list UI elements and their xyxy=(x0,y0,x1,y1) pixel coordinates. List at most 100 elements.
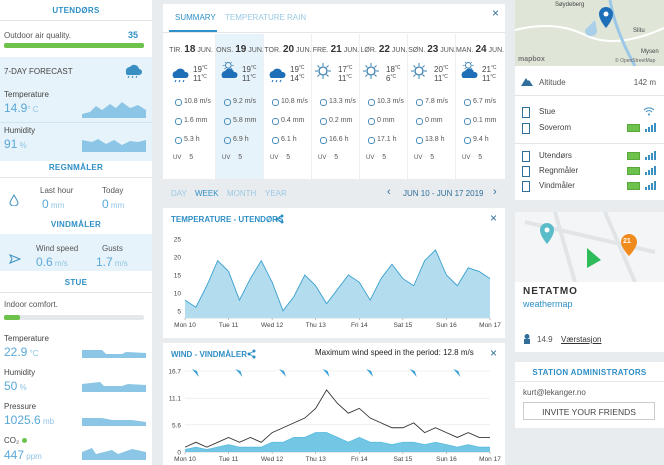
period-tab[interactable]: YEAR xyxy=(265,189,287,198)
value: 21 xyxy=(482,65,491,74)
battery xyxy=(627,167,640,175)
value: 14 xyxy=(290,74,299,83)
value: 14.9 xyxy=(537,335,553,344)
x-tick-label: Sun 16 xyxy=(436,456,457,463)
weekday: ONS. xyxy=(216,47,234,54)
unit: h xyxy=(244,136,249,143)
unit: °C xyxy=(490,74,496,80)
sun-value: 6.9 h xyxy=(233,136,249,143)
uv: UV 5 xyxy=(462,154,482,161)
value: 0.4 xyxy=(281,117,291,124)
low-temp: 11°C xyxy=(338,74,352,83)
rain-value: 0.2 mm xyxy=(329,117,352,124)
value: 11 xyxy=(338,74,347,83)
prev-button[interactable]: ‹ xyxy=(387,186,391,198)
y-tick-label: 16.7 xyxy=(168,369,181,376)
unit: UV xyxy=(173,155,182,161)
x-tick-label: Thu 13 xyxy=(306,322,327,329)
tab[interactable]: RAIN xyxy=(287,13,307,22)
unit: mm xyxy=(484,117,497,124)
value: 0 xyxy=(42,197,49,211)
label: 7-DAY FORECAST xyxy=(4,67,73,76)
value: 11 xyxy=(242,74,251,83)
unit: UV xyxy=(318,155,327,161)
divider xyxy=(163,32,505,33)
period-bar: ‹ JUN 10 - JUN 17 2019 › DAY WEEK MONTH YEA… xyxy=(163,183,505,203)
label: Outdoor air quality. xyxy=(4,31,71,40)
close-button[interactable]: × xyxy=(491,6,499,20)
wind-panel: WIND - VINDMÅLER × Maximum wind speed in t… xyxy=(163,343,505,465)
email: kurt@lekanger.no xyxy=(523,388,586,397)
unit: mb xyxy=(42,417,55,426)
sun-icon xyxy=(368,137,375,144)
station-panel: Søydeberg Slitu Mysen mapbox © OpenStree… xyxy=(515,0,664,200)
unit: m/s xyxy=(392,98,404,105)
value: 0 xyxy=(377,117,381,124)
next-button[interactable]: › xyxy=(493,186,497,198)
unit: h xyxy=(484,136,489,143)
wind-value: 10.8 m/s xyxy=(281,98,308,105)
x-tick-label: Tue 11 xyxy=(219,322,239,329)
x-tick-label: Fri 14 xyxy=(351,322,368,329)
wifi-icon xyxy=(643,107,655,116)
uv: UV 5 xyxy=(222,154,242,161)
day-header: SØN. 23 JUN. xyxy=(408,44,456,55)
period-tab[interactable]: WEEK xyxy=(195,189,219,198)
section-title: STATION ADMINISTRATORS xyxy=(532,368,647,377)
close-button[interactable]: × xyxy=(490,346,497,360)
copyright: © OpenStreetMap xyxy=(615,58,656,64)
day-number: 19 xyxy=(235,44,247,55)
value: 17 xyxy=(338,65,347,74)
wind-value: 9.2 m/s xyxy=(233,98,256,105)
y-tick-label: 20 xyxy=(174,255,182,262)
area xyxy=(185,249,490,318)
wind-icon xyxy=(416,99,423,106)
link[interactable]: Værstasjon xyxy=(561,335,602,344)
x-tick-label: Sat 15 xyxy=(393,322,412,329)
unit: m/s xyxy=(436,98,448,105)
value: 1025.6 xyxy=(4,413,41,427)
module-name: Vindmåler xyxy=(539,181,575,190)
value: 35 xyxy=(127,30,138,40)
wind-icon xyxy=(320,99,327,106)
label: Humidity xyxy=(4,368,36,377)
unit: °C xyxy=(298,74,305,80)
invite-button[interactable]: INVITE YOUR FRIENDS xyxy=(523,402,655,420)
value: 19 xyxy=(290,65,299,74)
low-temp: 14°C xyxy=(290,74,305,83)
value: 447 xyxy=(4,448,25,462)
sun-value: 16.6 h xyxy=(329,136,348,143)
tab[interactable]: TEMPERATURE xyxy=(225,13,285,22)
value: 0 xyxy=(425,117,429,124)
module-name: Soverom xyxy=(539,123,572,132)
share-icon[interactable] xyxy=(275,214,284,224)
module-icon xyxy=(522,123,530,134)
sparkline xyxy=(82,139,146,152)
y-tick-label: 5.6 xyxy=(172,422,181,429)
value: 5 xyxy=(478,154,483,161)
unit: m/s xyxy=(344,98,356,105)
rain-value: 0.4 mm xyxy=(281,117,304,124)
value: 5 xyxy=(334,154,339,161)
sun-value: 9.4 h xyxy=(473,136,489,143)
close-button[interactable]: × xyxy=(490,211,497,225)
period-tab[interactable]: DAY xyxy=(171,189,187,198)
unit: UV xyxy=(222,155,231,161)
period-tab[interactable]: MONTH xyxy=(227,189,257,198)
share-icon[interactable] xyxy=(247,349,256,359)
low-temp: 11°C xyxy=(434,74,448,83)
month: JUN. xyxy=(391,47,408,54)
uv: UV 5 xyxy=(318,154,338,161)
y-tick-label: 0 xyxy=(177,450,181,457)
value: 1.6 xyxy=(184,117,194,124)
value: 5 xyxy=(189,154,194,161)
unit: m/s xyxy=(296,98,308,105)
value: 19 xyxy=(193,65,202,74)
month: JUN. xyxy=(343,47,360,54)
line xyxy=(184,389,490,448)
unit: h xyxy=(195,136,200,143)
tab[interactable]: SUMMARY xyxy=(175,13,216,22)
wind-value: 13.3 m/s xyxy=(329,98,356,105)
day-header: MAN. 24 JUN. xyxy=(456,44,504,55)
